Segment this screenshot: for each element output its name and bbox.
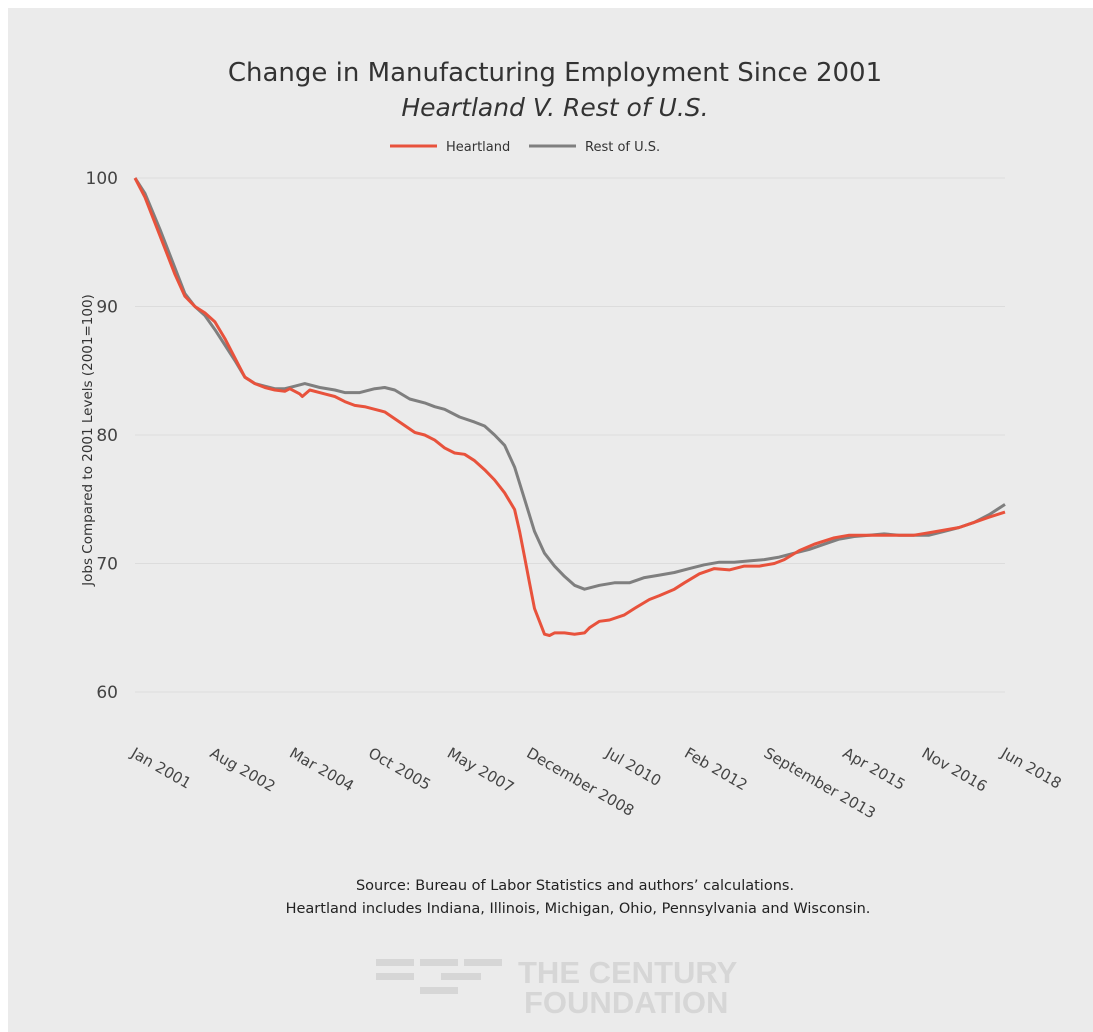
heartland-note: Heartland includes Indiana, Illinois, Mi… — [286, 901, 871, 917]
chart-subtitle: Heartland V. Rest of U.S. — [401, 93, 708, 122]
logo-text-line2: FOUNDATION — [524, 985, 728, 1020]
logo-text-line1: THE CENTURY — [518, 955, 738, 990]
century-foundation-logo: THE CENTURY FOUNDATION — [376, 955, 738, 1020]
y-tick-label-60: 60 — [96, 683, 118, 703]
y-tick-label-90: 90 — [96, 298, 118, 318]
series-lines — [133, 177, 1006, 637]
legend: Heartland Rest of U.S. — [390, 140, 660, 155]
y-tick-label-70: 70 — [96, 555, 118, 575]
grid-lines — [135, 177, 1005, 693]
y-axis-label: Jobs Compared to 2001 Levels (2001=100) — [80, 294, 96, 587]
series-line-0 — [133, 177, 1006, 637]
legend-label-rest-of-us: Rest of U.S. — [585, 140, 660, 155]
y-tick-label-80: 80 — [96, 426, 118, 446]
source-note: Source: Bureau of Labor Statistics and a… — [356, 878, 794, 894]
y-tick-label-100: 100 — [86, 169, 118, 189]
legend-label-heartland: Heartland — [446, 140, 510, 155]
chart-title: Change in Manufacturing Employment Since… — [228, 58, 882, 88]
y-axis-ticks: 60 70 80 90 100 — [86, 169, 118, 703]
